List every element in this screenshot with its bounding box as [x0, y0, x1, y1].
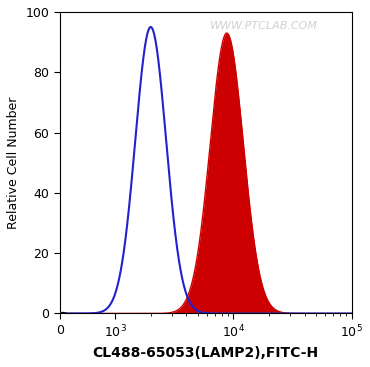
- Y-axis label: Relative Cell Number: Relative Cell Number: [7, 97, 20, 229]
- X-axis label: CL488-65053(LAMP2),FITC-H: CL488-65053(LAMP2),FITC-H: [92, 346, 319, 360]
- Text: WWW.PTCLAB.COM: WWW.PTCLAB.COM: [210, 21, 318, 31]
